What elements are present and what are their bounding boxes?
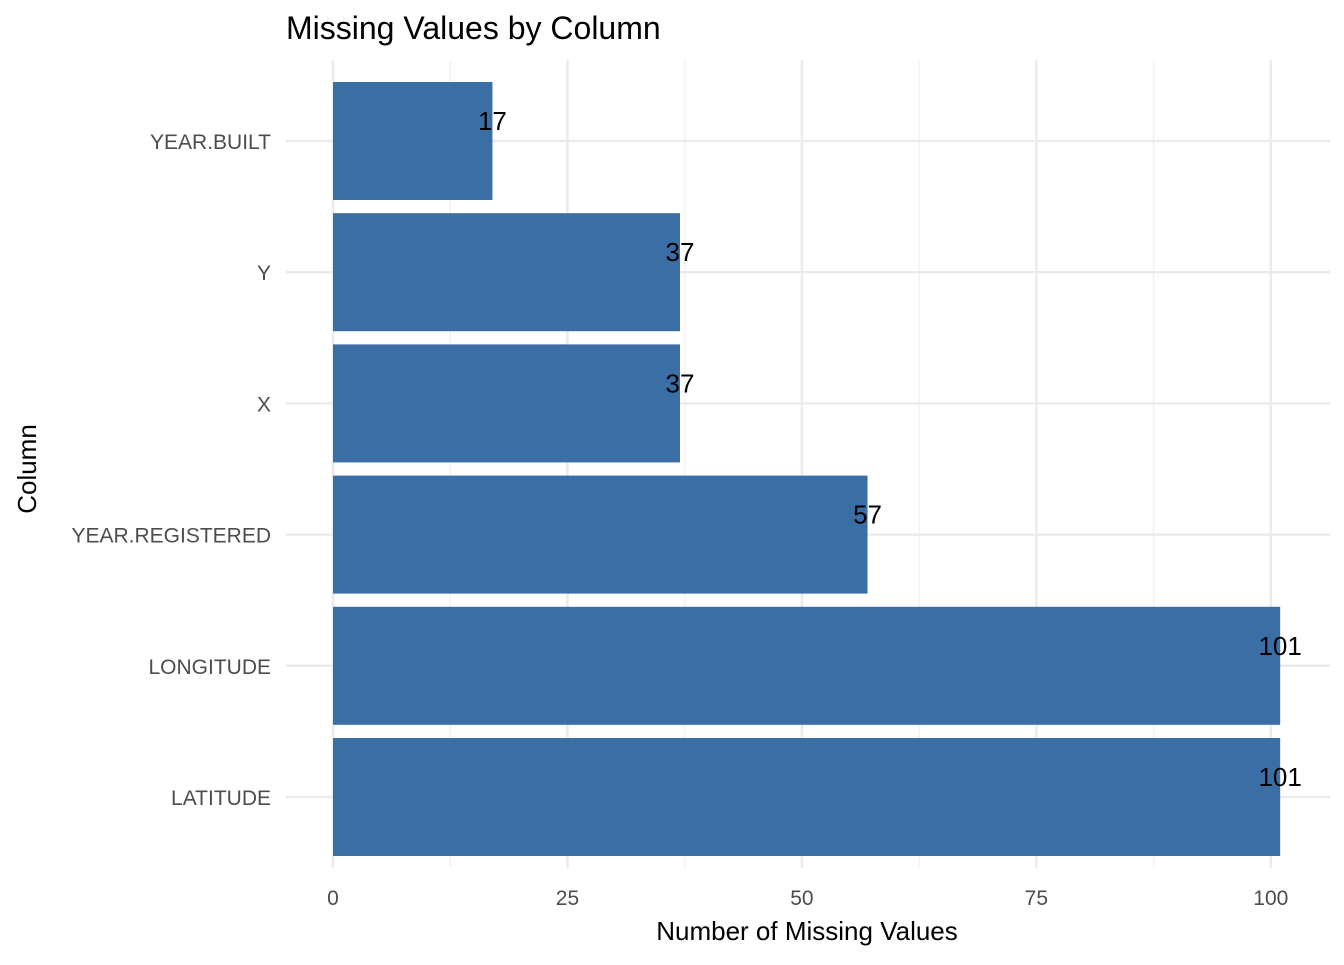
chart-title: Missing Values by Column [286,10,661,46]
bar [333,344,680,463]
bar-value-label: 37 [666,237,695,267]
x-axis-title: Number of Missing Values [656,916,958,946]
y-tick-label: YEAR.REGISTERED [71,525,271,548]
y-tick-label: Y [257,262,271,285]
bar [333,475,868,594]
y-tick-label: LONGITUDE [148,656,271,679]
x-tick-label: 0 [327,887,339,910]
bar-value-label: 37 [666,368,695,398]
y-tick-label: X [257,393,271,416]
x-tick-label: 25 [556,887,579,910]
bar [333,213,680,332]
x-tick-label: 50 [790,887,813,910]
x-tick-label: 75 [1025,887,1048,910]
axis-layer: 0 25 50 75 100 YEAR.BUILT Y X YEAR.REGISTERED LON… [71,131,1288,910]
bar-value-label: 101 [1258,631,1301,661]
bar-layer [333,82,1281,856]
bar-value-label: 57 [853,500,882,530]
y-tick-label: LATITUDE [171,787,271,810]
bar [333,606,1281,725]
x-tick-label: 100 [1253,887,1288,910]
y-axis-title: Column [12,424,42,514]
y-tick-label: YEAR.BUILT [150,131,271,154]
bar [333,738,1281,856]
bar [333,82,493,200]
bar-value-label: 17 [478,106,507,136]
data-label-layer: 17 37 37 57 101 101 [478,106,1302,792]
bar-value-label: 101 [1258,762,1301,792]
